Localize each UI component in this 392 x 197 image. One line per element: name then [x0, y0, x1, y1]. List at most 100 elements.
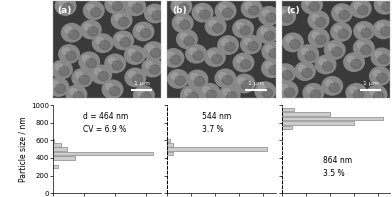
Circle shape [322, 77, 343, 95]
Circle shape [218, 36, 238, 54]
Circle shape [255, 82, 276, 100]
Circle shape [266, 13, 276, 22]
Circle shape [298, 45, 318, 63]
Circle shape [109, 58, 116, 64]
Circle shape [73, 92, 83, 101]
Circle shape [191, 73, 198, 80]
Circle shape [265, 46, 273, 52]
Circle shape [215, 69, 236, 87]
Circle shape [225, 42, 235, 51]
Circle shape [347, 56, 354, 63]
Circle shape [79, 75, 89, 84]
Circle shape [377, 73, 387, 83]
Circle shape [120, 38, 131, 47]
Circle shape [358, 25, 365, 32]
Circle shape [279, 67, 286, 74]
Circle shape [143, 42, 164, 60]
Circle shape [286, 36, 294, 43]
Circle shape [125, 0, 145, 16]
Circle shape [248, 42, 258, 51]
Circle shape [180, 33, 187, 40]
Text: 1 μm: 1 μm [134, 81, 149, 86]
Circle shape [259, 7, 279, 25]
Circle shape [52, 60, 72, 79]
Circle shape [196, 7, 203, 13]
Circle shape [284, 88, 295, 97]
Circle shape [236, 23, 243, 29]
Circle shape [283, 33, 303, 52]
Circle shape [188, 92, 198, 101]
Circle shape [249, 6, 259, 15]
Circle shape [186, 45, 206, 63]
Circle shape [118, 17, 129, 26]
Circle shape [96, 37, 103, 44]
Circle shape [65, 27, 72, 33]
Circle shape [344, 53, 364, 71]
Circle shape [105, 54, 125, 73]
Circle shape [370, 67, 390, 85]
Bar [167, 147, 267, 151]
Circle shape [55, 63, 62, 70]
Text: 864 nm
3.5 %: 864 nm 3.5 % [323, 156, 352, 178]
Circle shape [262, 59, 282, 77]
Circle shape [69, 30, 79, 39]
Circle shape [227, 92, 237, 101]
Circle shape [305, 51, 316, 60]
Circle shape [132, 52, 142, 61]
Bar [282, 108, 294, 112]
Circle shape [312, 32, 319, 38]
Circle shape [265, 62, 272, 69]
Circle shape [339, 10, 349, 20]
Circle shape [316, 35, 326, 45]
Bar [53, 139, 54, 142]
Text: 1 μm: 1 μm [363, 81, 379, 86]
Circle shape [141, 92, 151, 101]
Circle shape [261, 28, 268, 34]
Circle shape [223, 8, 233, 17]
Circle shape [269, 49, 279, 58]
Circle shape [129, 0, 136, 7]
Circle shape [106, 83, 113, 90]
Circle shape [171, 0, 192, 15]
Circle shape [91, 8, 101, 17]
Circle shape [282, 70, 292, 80]
Circle shape [171, 55, 181, 64]
Bar [53, 165, 58, 168]
Circle shape [309, 29, 329, 47]
Circle shape [116, 34, 124, 41]
Circle shape [187, 70, 208, 89]
Circle shape [129, 71, 136, 78]
Circle shape [152, 11, 162, 20]
Bar [167, 143, 173, 147]
Circle shape [325, 41, 345, 59]
Circle shape [137, 89, 144, 96]
Circle shape [329, 83, 339, 92]
Bar [282, 112, 330, 116]
Circle shape [219, 72, 226, 79]
Text: 1 μm: 1 μm [248, 81, 264, 86]
Circle shape [178, 3, 189, 13]
Circle shape [76, 72, 83, 78]
Circle shape [366, 85, 387, 104]
Bar [167, 139, 170, 142]
Circle shape [240, 26, 250, 35]
Circle shape [295, 62, 315, 80]
Circle shape [79, 52, 100, 71]
Circle shape [86, 59, 96, 68]
Circle shape [312, 14, 319, 21]
Circle shape [94, 68, 102, 75]
Circle shape [238, 78, 245, 84]
Circle shape [282, 13, 292, 22]
Circle shape [244, 38, 251, 45]
Circle shape [146, 62, 153, 68]
Circle shape [93, 34, 113, 52]
Circle shape [358, 6, 368, 15]
Circle shape [370, 89, 377, 95]
Circle shape [199, 84, 220, 102]
Circle shape [203, 87, 210, 93]
Bar [53, 152, 153, 155]
Circle shape [371, 48, 392, 67]
Circle shape [66, 85, 87, 104]
Circle shape [278, 10, 286, 17]
Circle shape [240, 60, 251, 69]
